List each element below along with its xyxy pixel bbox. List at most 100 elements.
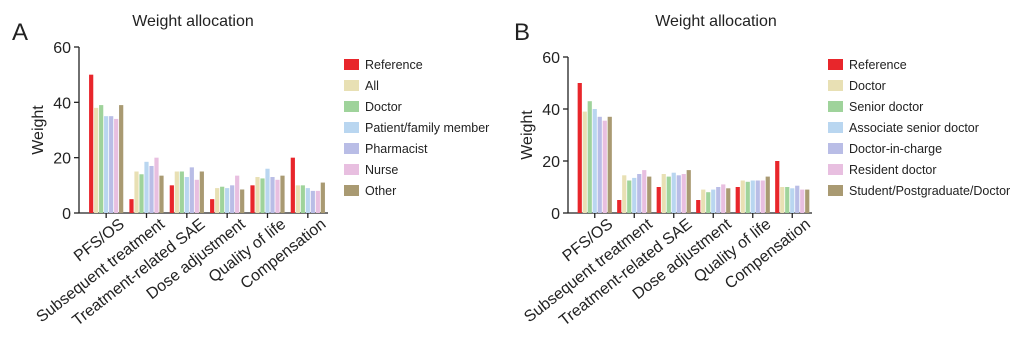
bar xyxy=(755,180,760,213)
bar xyxy=(189,167,194,213)
bar xyxy=(265,168,270,213)
bar xyxy=(780,187,785,213)
legend-label: All xyxy=(365,79,379,93)
bar xyxy=(716,187,721,213)
bar xyxy=(637,174,642,213)
bar xyxy=(701,189,706,213)
y-tick-label: 20 xyxy=(53,151,71,168)
bar xyxy=(602,120,607,213)
bar xyxy=(790,188,795,213)
legend-label: Other xyxy=(365,184,396,198)
bar xyxy=(89,74,94,213)
chart-title: Weight allocation xyxy=(655,13,777,30)
bar xyxy=(310,190,315,213)
y-tick-label: 60 xyxy=(53,40,71,57)
bar xyxy=(597,116,602,213)
bar xyxy=(315,190,320,213)
bar xyxy=(295,185,300,213)
bar xyxy=(169,185,174,213)
y-axis-label: Weight xyxy=(30,105,47,155)
legend-swatch xyxy=(828,80,843,91)
bar xyxy=(104,116,109,213)
bar xyxy=(320,182,325,213)
bar xyxy=(785,187,790,213)
bar xyxy=(240,189,245,213)
bar xyxy=(199,171,204,213)
legend: Reference All Doctor Patient/family member P… xyxy=(344,58,489,198)
legend-swatch xyxy=(828,164,843,175)
bar xyxy=(711,189,716,213)
chart-panel-a: A Weight allocation0204060WeightPFS/OSSub… xyxy=(12,13,489,330)
bar xyxy=(642,170,647,213)
bar xyxy=(210,199,215,213)
y-tick-label: 40 xyxy=(542,102,560,119)
bar xyxy=(280,175,285,213)
bar xyxy=(194,179,199,213)
legend-swatch xyxy=(828,59,843,70)
bar xyxy=(622,175,627,213)
bar xyxy=(235,175,240,213)
bar xyxy=(99,105,104,213)
legend-label: Doctor xyxy=(365,100,402,114)
bar xyxy=(174,171,179,213)
bar xyxy=(230,185,235,213)
bar xyxy=(607,116,612,213)
legend-swatch xyxy=(828,185,843,196)
bar xyxy=(745,181,750,213)
bar xyxy=(740,180,745,213)
y-tick-label: 20 xyxy=(542,154,560,171)
bar xyxy=(721,184,726,213)
legend-swatch xyxy=(344,164,359,175)
bar xyxy=(647,176,652,213)
legend-swatch xyxy=(344,143,359,154)
legend-label: Reference xyxy=(365,58,423,72)
bar xyxy=(270,177,275,213)
bar xyxy=(215,188,220,213)
legend-swatch xyxy=(344,122,359,133)
legend-label: Doctor xyxy=(849,79,886,93)
bar xyxy=(617,200,622,213)
bar xyxy=(250,185,255,213)
bar xyxy=(696,200,701,213)
legend: Reference Doctor Senior doctor Associate se… xyxy=(828,58,1010,198)
y-tick-label: 0 xyxy=(551,206,560,223)
legend-swatch xyxy=(828,101,843,112)
bar xyxy=(179,171,184,213)
y-tick-label: 60 xyxy=(542,50,560,67)
legend-label: Associate senior doctor xyxy=(849,121,979,135)
legend-swatch xyxy=(344,80,359,91)
bar xyxy=(800,189,805,213)
bar xyxy=(676,175,681,213)
legend-swatch xyxy=(344,185,359,196)
bar xyxy=(760,180,765,213)
bar xyxy=(686,170,691,213)
bar xyxy=(577,83,582,213)
bar xyxy=(592,109,597,213)
bar xyxy=(119,105,124,213)
bar xyxy=(795,185,800,213)
bar xyxy=(627,180,632,213)
legend-swatch xyxy=(344,59,359,70)
legend-label: Resident doctor xyxy=(849,163,937,177)
y-tick-label: 0 xyxy=(62,206,71,223)
bar xyxy=(726,188,731,213)
bar xyxy=(775,161,780,213)
bar xyxy=(154,157,159,213)
bar xyxy=(144,161,149,213)
bar xyxy=(305,188,310,213)
bar xyxy=(129,199,134,213)
bar xyxy=(765,176,770,213)
bar xyxy=(706,192,711,213)
bar xyxy=(220,186,225,213)
bar xyxy=(109,116,114,213)
bar xyxy=(661,174,666,213)
bar xyxy=(139,174,144,213)
bar xyxy=(300,185,305,213)
legend-label: Student/Postgraduate/Doctor xyxy=(849,184,1010,198)
bar xyxy=(666,176,671,213)
legend-swatch xyxy=(828,143,843,154)
bar xyxy=(149,165,154,213)
bar xyxy=(750,180,755,213)
bar xyxy=(671,172,676,213)
